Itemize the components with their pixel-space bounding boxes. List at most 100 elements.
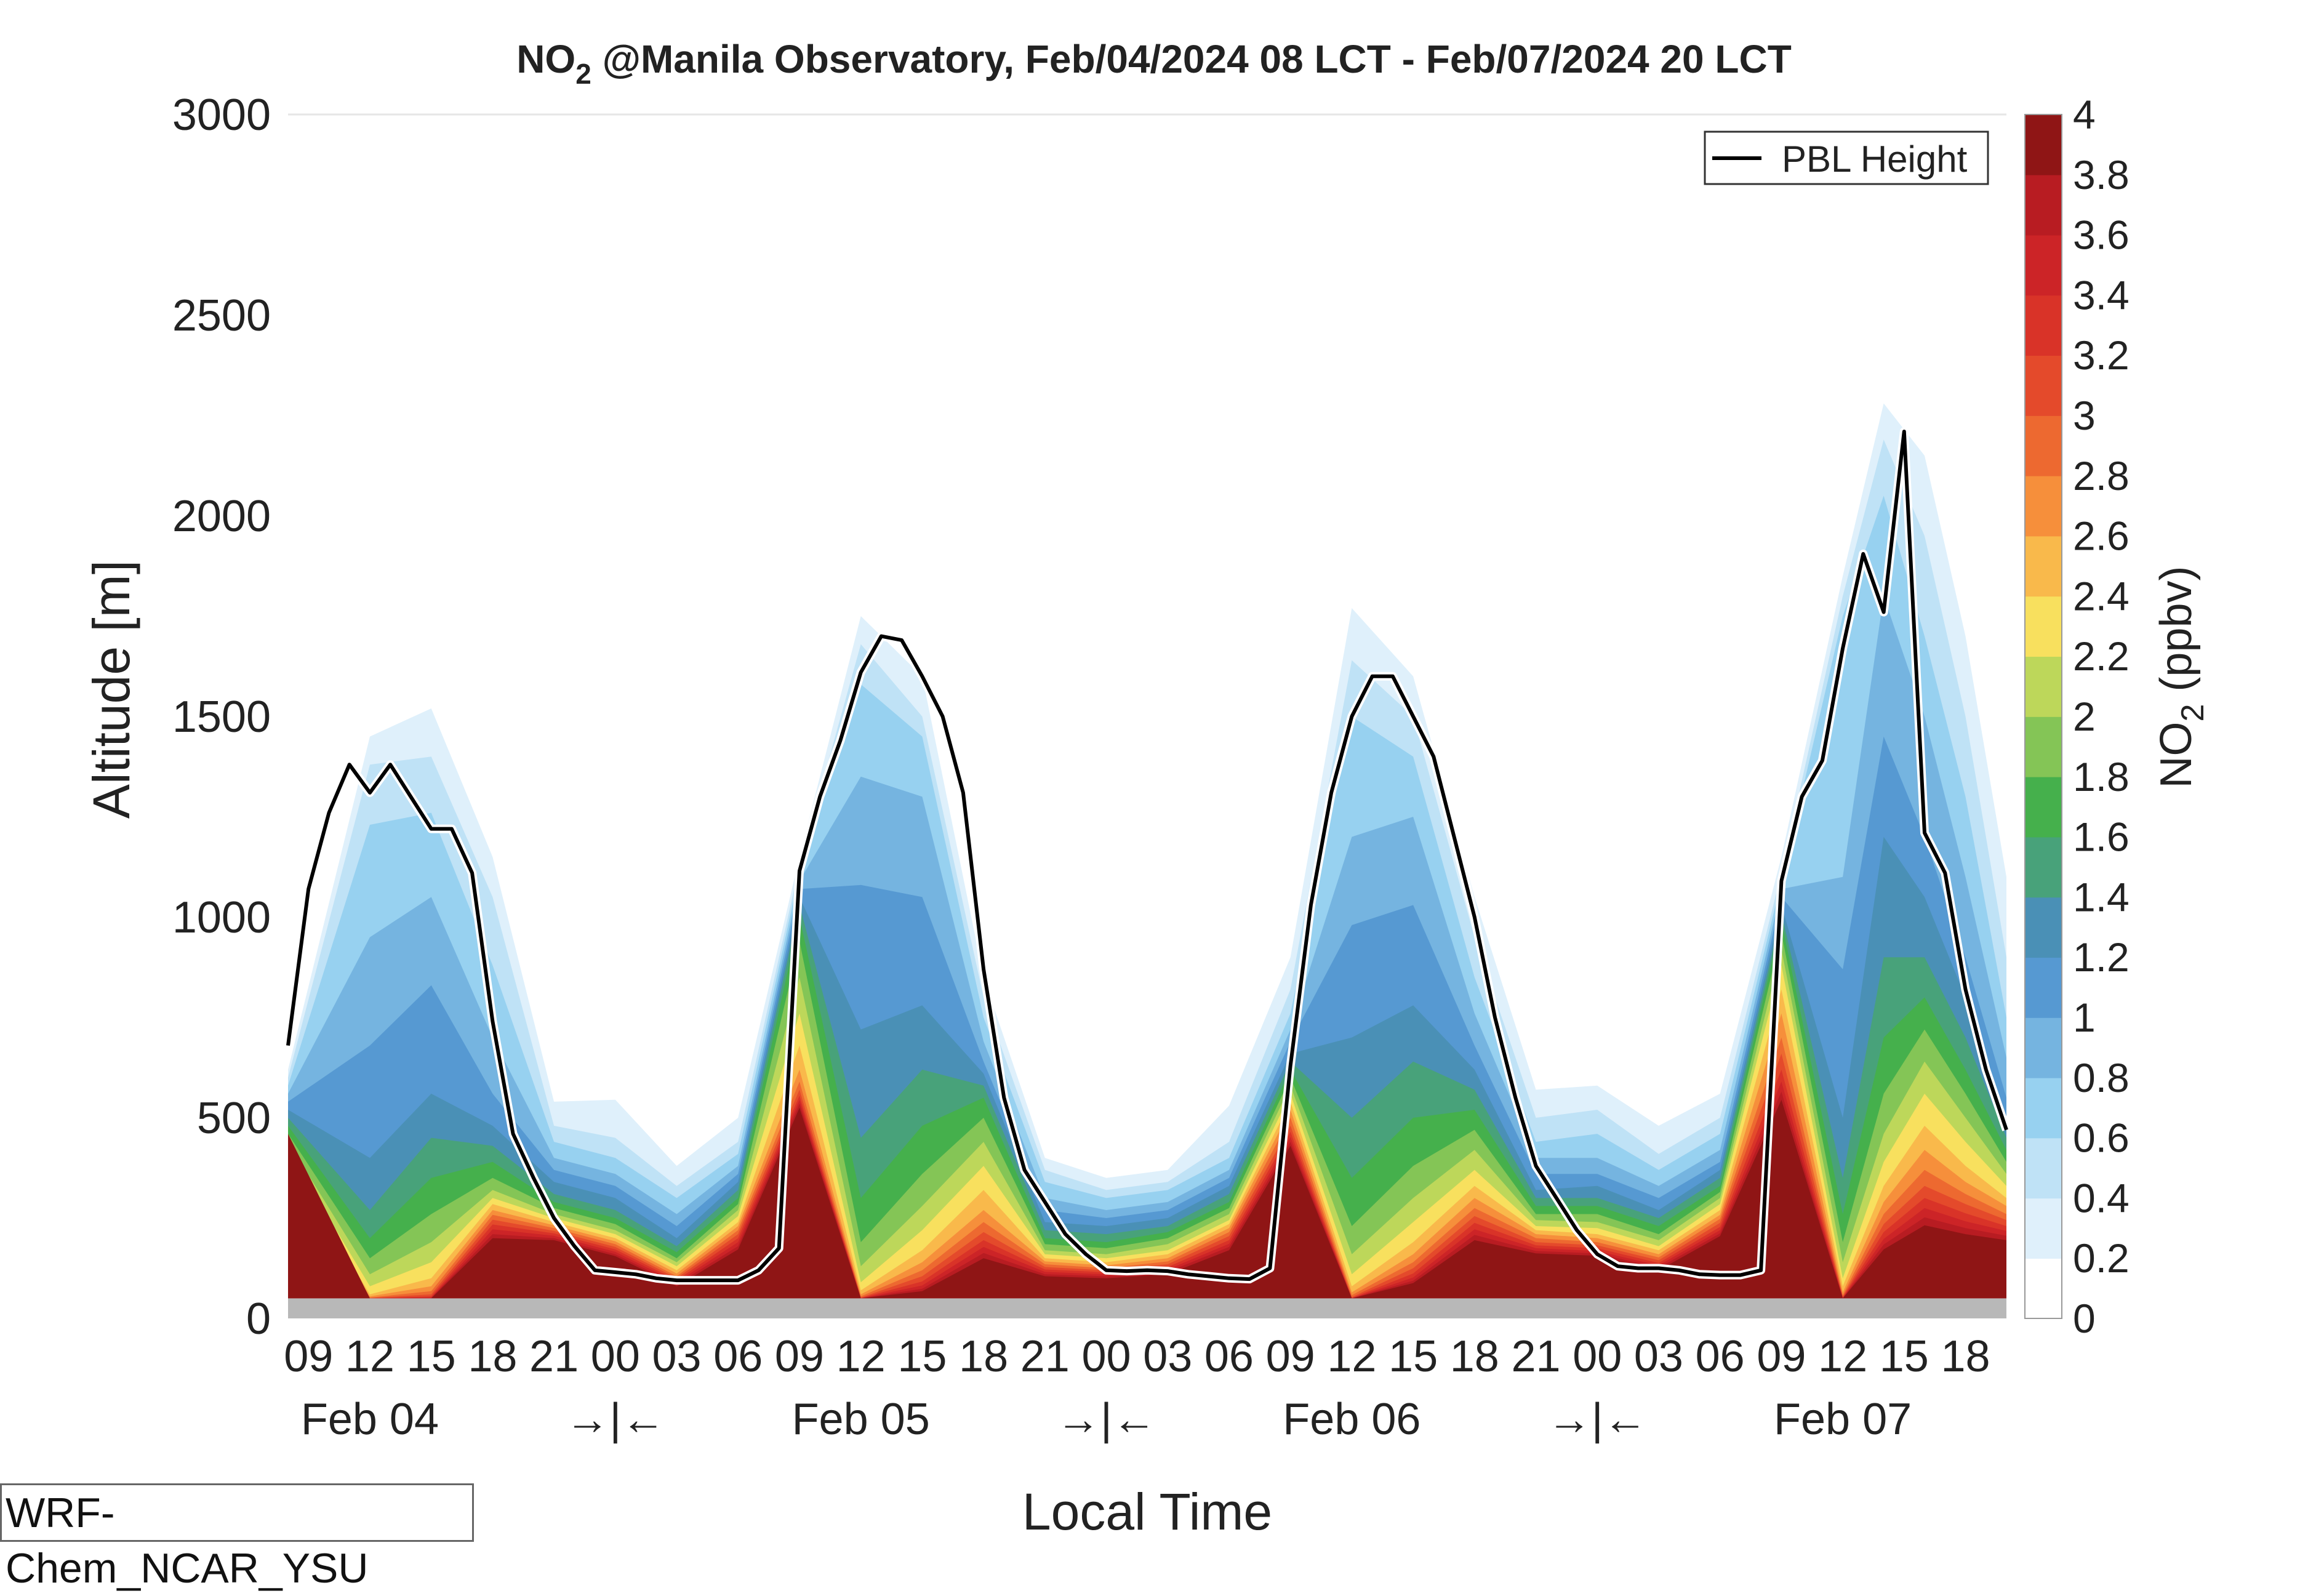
colorbar-frame xyxy=(2024,114,2062,1319)
legend-entry-pbl: PBL Height xyxy=(1782,138,1968,180)
y-tick-label: 0 xyxy=(246,1294,271,1344)
x-tick-label: 00 xyxy=(1081,1332,1131,1381)
chart-title: NO2 @Manila Observatory, Feb/04/2024 08 … xyxy=(516,37,1792,90)
y-tick-label: 3000 xyxy=(172,90,271,140)
colorbar-tick-label: 1.4 xyxy=(2073,874,2130,920)
x-day-label: →|← xyxy=(565,1395,665,1444)
colorbar-tick-label: 2.2 xyxy=(2073,633,2130,679)
x-tick-label: 09 xyxy=(1757,1332,1806,1381)
colorbar-tick-label: 2 xyxy=(2073,694,2096,739)
colorbar-label-subscript: 2 xyxy=(2175,704,2211,722)
x-tick-label: 18 xyxy=(468,1332,517,1381)
x-axis-ticks: 09 12 15 18 21 00 03 06 09 12 15 18 21 00 03 06 09 12 15 18… xyxy=(284,1332,1990,1381)
plot-area xyxy=(284,113,2011,1318)
colorbar-cell-12 xyxy=(2025,535,2062,597)
colorbar-cell-17 xyxy=(2025,235,2062,296)
x-tick-label: 15 xyxy=(407,1332,456,1381)
no2-layer-7 xyxy=(288,905,2006,1299)
colorbar-label-species: NO xyxy=(2152,722,2201,788)
colorbar-cell-6 xyxy=(2025,897,2062,958)
y-tick-label: 1000 xyxy=(172,893,271,942)
colorbar: 0 0.2 0.4 0.6 0.8 1 1.2 1.4 1.6 1.8 2 2.2 2.4 2.6 2.8 3… xyxy=(2024,92,2211,1341)
x-tick-label: 00 xyxy=(591,1332,640,1381)
x-tick-label: 12 xyxy=(1327,1332,1376,1381)
colorbar-tick-label: 2.4 xyxy=(2073,573,2130,619)
colorbar-tick-label: 3.6 xyxy=(2073,212,2130,258)
colorbar-tick-label: 0.6 xyxy=(2073,1115,2130,1161)
colorbar-tick-label: 0.8 xyxy=(2073,1055,2130,1101)
colorbar-cell-8 xyxy=(2025,776,2062,838)
x-tick-label: 03 xyxy=(652,1332,701,1381)
x-tick-label: 09 xyxy=(284,1332,333,1381)
colorbar-cell-5 xyxy=(2025,957,2062,1018)
colorbar-tick-label: 3 xyxy=(2073,393,2096,438)
x-day-label: →|← xyxy=(1056,1395,1156,1444)
colorbar-cell-13 xyxy=(2025,475,2062,537)
colorbar-cell-2 xyxy=(2025,1137,2062,1199)
x-tick-label: 09 xyxy=(1266,1332,1315,1381)
colorbar-cell-4 xyxy=(2025,1017,2062,1078)
x-day-label: Feb 06 xyxy=(1283,1395,1420,1444)
colorbar-ticks: 0 0.2 0.4 0.6 0.8 1 1.2 1.4 1.6 1.8 2 2.2 2.4 2.6 2.8 3… xyxy=(2073,92,2130,1341)
x-tick-label: 21 xyxy=(529,1332,579,1381)
colorbar-tick-label: 3.8 xyxy=(2073,152,2130,198)
y-tick-label: 2500 xyxy=(172,291,271,340)
x-day-label: →|← xyxy=(1547,1395,1648,1444)
x-tick-label: 00 xyxy=(1573,1332,1622,1381)
x-day-label: Feb 04 xyxy=(301,1395,439,1444)
x-tick-label: 21 xyxy=(1020,1332,1070,1381)
x-axis-label: Local Time xyxy=(1022,1483,1272,1539)
colorbar-tick-label: 1.6 xyxy=(2073,814,2130,860)
colorbar-cell-16 xyxy=(2025,295,2062,356)
x-tick-label: 06 xyxy=(713,1332,763,1381)
colorbar-cell-0 xyxy=(2025,1258,2062,1319)
colorbar-cell-19 xyxy=(2025,114,2062,175)
x-tick-label: 18 xyxy=(1450,1332,1499,1381)
x-tick-label: 03 xyxy=(1634,1332,1683,1381)
colorbar-cell-3 xyxy=(2025,1077,2062,1139)
colorbar-tick-label: 1.8 xyxy=(2073,754,2130,800)
x-tick-label: 15 xyxy=(897,1332,947,1381)
x-tick-label: 09 xyxy=(775,1332,824,1381)
colorbar-tick-label: 0.4 xyxy=(2073,1175,2130,1221)
x-tick-label: 06 xyxy=(1696,1332,1745,1381)
colorbar-label: NO2 (ppbv) xyxy=(2152,566,2211,788)
colorbar-cell-11 xyxy=(2025,596,2062,657)
colorbar-tick-label: 2.8 xyxy=(2073,453,2130,499)
colorbar-cell-1 xyxy=(2025,1198,2062,1259)
title-rest: @Manila Observatory, Feb/04/2024 08 LCT … xyxy=(591,37,1792,81)
colorbar-cell-15 xyxy=(2025,355,2062,416)
colorbar-tick-label: 0 xyxy=(2073,1296,2096,1341)
x-tick-label: 06 xyxy=(1204,1332,1254,1381)
x-tick-label: 15 xyxy=(1880,1332,1929,1381)
model-watermark: WRF-Chem_NCAR_YSU xyxy=(0,1483,474,1592)
no2-layer-19 xyxy=(288,1099,2006,1299)
y-tick-label: 1500 xyxy=(172,692,271,742)
x-tick-label: 18 xyxy=(959,1332,1008,1381)
y-axis-label: Altitude [m] xyxy=(82,560,140,819)
y-tick-label: 500 xyxy=(197,1094,271,1143)
colorbar-tick-label: 2.6 xyxy=(2073,513,2130,559)
colorbar-cell-10 xyxy=(2025,656,2062,717)
y-tick-label: 2000 xyxy=(172,492,271,541)
x-tick-label: 12 xyxy=(1818,1332,1867,1381)
legend: PBL Height xyxy=(1704,130,1989,185)
colorbar-tick-label: 1 xyxy=(2073,995,2096,1040)
colorbar-tick-label: 0.2 xyxy=(2073,1235,2130,1281)
no2-concentration-field xyxy=(288,403,2006,1299)
colorbar-cell-18 xyxy=(2025,174,2062,236)
colorbar-tick-label: 4 xyxy=(2073,92,2096,137)
colorbar-tick-label: 3.4 xyxy=(2073,272,2130,318)
colorbar-cell-14 xyxy=(2025,415,2062,476)
colorbar-cell-9 xyxy=(2025,716,2062,777)
colorbar-tick-label: 1.2 xyxy=(2073,934,2130,980)
x-tick-label: 18 xyxy=(1941,1332,1990,1381)
pbl-height-line xyxy=(286,430,2008,1283)
colorbar-cell-7 xyxy=(2025,836,2062,898)
x-tick-label: 03 xyxy=(1143,1332,1192,1381)
y-axis-ticks: 0 500 1000 1500 2000 2500 3000 xyxy=(172,90,271,1344)
x-day-label: Feb 07 xyxy=(1774,1395,1912,1444)
x-tick-label: 21 xyxy=(1511,1332,1560,1381)
ground-band xyxy=(288,1298,2006,1318)
title-species-subscript: 2 xyxy=(575,58,591,90)
